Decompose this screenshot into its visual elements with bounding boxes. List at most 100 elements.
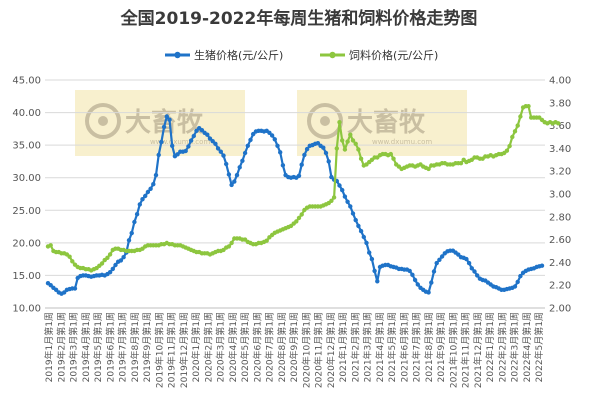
data-point <box>272 137 277 142</box>
data-point <box>215 146 221 151</box>
data-point <box>188 138 194 143</box>
data-point <box>234 172 240 178</box>
data-point <box>132 219 137 225</box>
data-point <box>337 120 342 125</box>
data-point <box>159 139 164 145</box>
data-point <box>331 195 337 200</box>
series-feed-price <box>45 104 561 273</box>
data-point <box>145 189 151 195</box>
data-point <box>367 250 372 255</box>
data-point <box>224 161 229 167</box>
x-tick-label: 2020年10月第1周 <box>300 312 312 388</box>
y-left-tick-label: 15.00 <box>12 271 41 282</box>
x-tick-label: 2020年3月第1周 <box>215 312 227 382</box>
data-point <box>504 148 510 153</box>
data-point <box>372 268 377 274</box>
y-right-tick-label: 2.60 <box>549 235 571 246</box>
x-tick-label: 2022年5月第1周 <box>533 312 545 382</box>
y-left-tick-label: 35.00 <box>12 141 41 152</box>
data-point <box>153 172 159 178</box>
x-tick-label: 2020年6月第1周 <box>251 312 263 382</box>
x-tick-label: 2022年1月第1周 <box>484 312 496 382</box>
data-point <box>507 143 512 149</box>
data-point <box>439 254 445 259</box>
data-point <box>296 215 302 221</box>
data-point <box>429 280 434 285</box>
data-point <box>518 273 523 279</box>
data-point <box>512 129 518 134</box>
data-point <box>218 149 223 154</box>
data-point <box>229 182 234 188</box>
data-point <box>240 158 245 163</box>
x-tick-label: 2019年10月第1周 <box>153 312 165 388</box>
data-point <box>229 240 234 246</box>
y-right-tick-label: 2.00 <box>549 304 571 315</box>
data-point <box>361 234 366 240</box>
data-point <box>269 133 275 138</box>
legend-label-feed: 饲料价格(元/公斤) <box>349 48 438 62</box>
data-point <box>348 132 353 137</box>
x-tick-label: 2019年2月第1周 <box>55 312 67 382</box>
data-point <box>151 182 156 187</box>
data-point <box>148 186 153 191</box>
data-point <box>356 147 361 152</box>
data-point <box>105 255 110 260</box>
x-tick-label: 2020年7月第1周 <box>264 312 276 382</box>
x-tick-label: 2020年4月第1周 <box>227 312 239 382</box>
y-left-tick-label: 25.00 <box>12 206 41 217</box>
y-left-tick-label: 20.00 <box>12 238 41 249</box>
data-point <box>226 244 232 249</box>
x-tick-label: 2021年1月第1周 <box>337 312 349 382</box>
data-point <box>458 161 464 166</box>
data-point <box>118 258 124 263</box>
data-point <box>299 162 304 167</box>
watermark-right-sub: www.dxumu.com <box>372 138 432 146</box>
data-point <box>407 268 412 274</box>
data-point <box>337 183 342 188</box>
x-tick-label: 2020年11月第1周 <box>313 312 325 388</box>
data-point <box>431 269 437 274</box>
x-tick-label: 2021年7月第1周 <box>411 312 423 382</box>
data-point <box>129 230 134 236</box>
series-layer <box>45 104 561 296</box>
data-point <box>280 163 286 168</box>
x-tick-label: 2021年12月第1周 <box>472 312 484 388</box>
data-point <box>156 152 161 158</box>
x-tick-label: 2019年5月第1周 <box>92 312 104 382</box>
x-tick-label: 2021年9月第1周 <box>435 312 447 382</box>
data-point <box>248 137 253 143</box>
y-left-tick-label: 10.00 <box>12 304 41 315</box>
data-point <box>321 145 326 150</box>
data-point <box>110 266 116 272</box>
chart-title: 全国2019-2022年每周生猪和饲料价格走势图 <box>120 8 478 29</box>
data-point <box>213 141 218 146</box>
data-point <box>326 159 331 164</box>
data-point <box>226 172 232 177</box>
data-point <box>342 147 348 152</box>
watermark-left-logo <box>85 103 121 139</box>
data-point <box>469 266 474 271</box>
data-point <box>72 286 78 291</box>
data-point <box>232 179 237 184</box>
data-point <box>358 156 364 161</box>
data-point <box>161 124 167 130</box>
x-tick-label: 2022年4月第1周 <box>521 312 533 382</box>
data-point <box>345 139 350 144</box>
x-tick-label: 2019年9月第1周 <box>141 312 153 382</box>
data-point <box>183 148 188 154</box>
axes: 10.00 15.00 20.00 25.00 30.00 35.00 40.00 45.00… <box>12 76 571 389</box>
x-tick-label: 2020年9月第1周 <box>288 312 300 382</box>
data-point <box>294 219 299 224</box>
x-tick-label: 2021年2月第1周 <box>349 312 361 382</box>
data-point <box>412 277 418 283</box>
data-point <box>340 138 345 143</box>
x-tick-label: 2019年3月第1周 <box>68 312 80 382</box>
data-point <box>353 141 358 146</box>
y-right-tick-label: 3.80 <box>549 98 571 109</box>
x-tick-label: 2019年6月第1周 <box>104 312 116 382</box>
data-point <box>515 279 520 285</box>
x-tick-label: 2021年5月第1周 <box>386 312 398 382</box>
y-right-tick-label: 2.20 <box>549 281 571 292</box>
data-point <box>364 240 369 246</box>
x-tick-label: 2021年4月第1周 <box>374 312 386 382</box>
